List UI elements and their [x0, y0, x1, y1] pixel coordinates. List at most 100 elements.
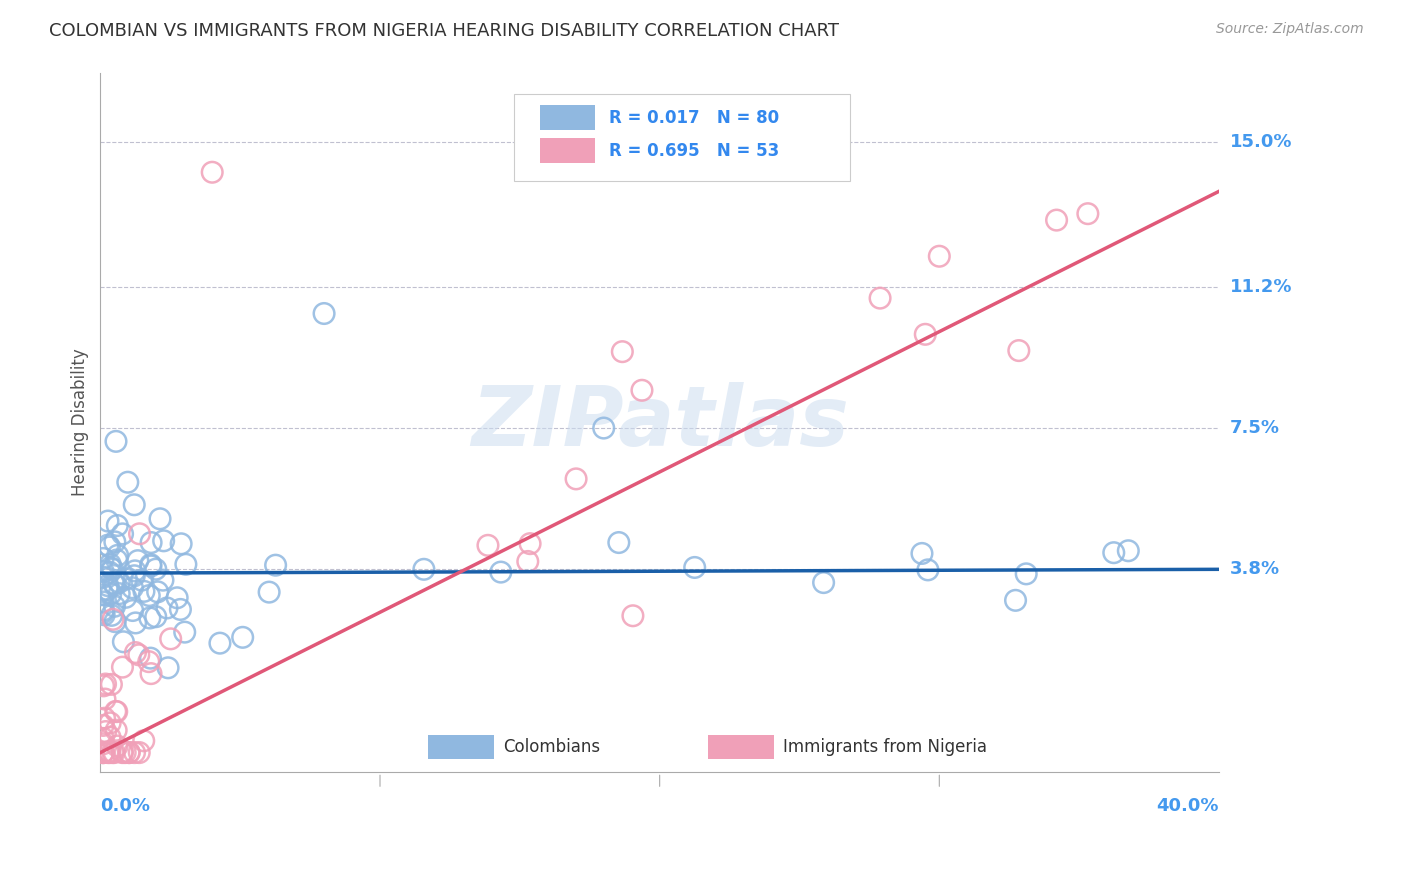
- Point: [128, 746, 150, 760]
- Point: [519, 536, 541, 550]
- Point: [111, 745, 134, 759]
- Point: [105, 553, 128, 567]
- Point: [98, 730, 121, 744]
- Point: [1116, 543, 1139, 558]
- Point: [145, 562, 167, 576]
- Point: [91, 570, 114, 584]
- Point: [105, 705, 128, 719]
- Point: [128, 648, 150, 662]
- Text: R = 0.695   N = 53: R = 0.695 N = 53: [609, 142, 779, 160]
- FancyBboxPatch shape: [540, 105, 595, 130]
- Y-axis label: Hearing Disability: Hearing Disability: [72, 349, 89, 496]
- Text: Source: ZipAtlas.com: Source: ZipAtlas.com: [1216, 22, 1364, 37]
- Point: [1045, 213, 1067, 227]
- Text: R = 0.017   N = 80: R = 0.017 N = 80: [609, 109, 779, 127]
- Point: [93, 603, 115, 617]
- Point: [93, 711, 115, 725]
- Point: [91, 746, 114, 760]
- Point: [98, 715, 121, 730]
- Point: [91, 565, 114, 579]
- Point: [612, 344, 634, 359]
- Point: [124, 615, 146, 630]
- Text: 15.0%: 15.0%: [1230, 133, 1292, 151]
- Point: [98, 557, 121, 571]
- Point: [121, 581, 143, 595]
- Point: [312, 306, 335, 320]
- Text: 0.0%: 0.0%: [100, 797, 150, 814]
- Point: [100, 560, 122, 574]
- Point: [565, 472, 588, 486]
- Point: [101, 612, 124, 626]
- Point: [94, 692, 117, 706]
- Text: 11.2%: 11.2%: [1230, 277, 1292, 296]
- Point: [124, 564, 146, 578]
- Point: [93, 607, 115, 622]
- Point: [91, 606, 114, 620]
- Point: [91, 551, 114, 566]
- Point: [264, 558, 287, 573]
- Point: [100, 587, 122, 601]
- Point: [103, 746, 125, 760]
- Point: [607, 535, 630, 549]
- Point: [157, 661, 180, 675]
- Point: [232, 631, 254, 645]
- Point: [152, 573, 174, 587]
- Point: [170, 537, 193, 551]
- Point: [114, 746, 136, 760]
- Point: [111, 746, 134, 760]
- Point: [139, 651, 162, 665]
- Point: [108, 575, 131, 590]
- FancyBboxPatch shape: [540, 138, 595, 163]
- Point: [139, 611, 162, 625]
- Text: 40.0%: 40.0%: [1157, 797, 1219, 814]
- Point: [115, 572, 138, 586]
- Point: [100, 677, 122, 691]
- Point: [97, 746, 120, 760]
- Point: [156, 601, 179, 615]
- Point: [917, 563, 939, 577]
- Point: [139, 558, 162, 573]
- Point: [139, 535, 162, 549]
- Point: [139, 558, 162, 572]
- Point: [257, 585, 280, 599]
- Point: [159, 632, 181, 646]
- Point: [105, 739, 128, 753]
- Point: [108, 587, 131, 601]
- FancyBboxPatch shape: [427, 735, 494, 759]
- Point: [131, 573, 153, 587]
- Point: [592, 421, 614, 435]
- Point: [100, 608, 122, 623]
- Point: [93, 679, 115, 693]
- Point: [96, 582, 118, 597]
- Point: [103, 576, 125, 591]
- Point: [112, 634, 135, 648]
- Point: [173, 625, 195, 640]
- Point: [98, 540, 121, 554]
- Point: [105, 723, 128, 738]
- Point: [1004, 593, 1026, 607]
- Point: [174, 558, 197, 572]
- Point: [1008, 343, 1031, 358]
- Point: [146, 584, 169, 599]
- Point: [91, 746, 114, 760]
- Point: [94, 677, 117, 691]
- Point: [91, 588, 114, 602]
- Point: [118, 746, 141, 760]
- FancyBboxPatch shape: [515, 94, 849, 181]
- Text: 7.5%: 7.5%: [1230, 419, 1279, 437]
- Point: [928, 249, 950, 263]
- Point: [139, 666, 162, 681]
- Point: [101, 746, 124, 760]
- Point: [152, 533, 174, 548]
- Point: [98, 746, 121, 760]
- Point: [105, 518, 128, 533]
- Point: [91, 595, 114, 609]
- Point: [124, 568, 146, 582]
- Point: [169, 602, 191, 616]
- Text: Colombians: Colombians: [503, 739, 600, 756]
- Point: [208, 636, 231, 650]
- Point: [97, 514, 120, 528]
- Point: [138, 589, 160, 603]
- Point: [1077, 207, 1099, 221]
- Point: [127, 554, 149, 568]
